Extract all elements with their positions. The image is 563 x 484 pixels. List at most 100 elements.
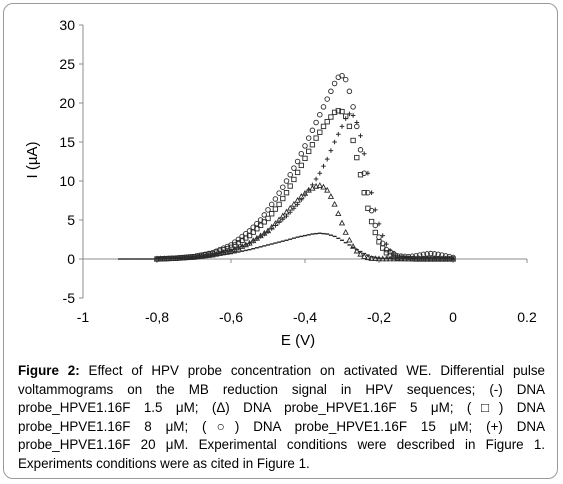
data-point bbox=[424, 251, 430, 257]
data-point bbox=[239, 244, 245, 249]
data-point bbox=[247, 241, 252, 246]
data-point bbox=[284, 213, 289, 219]
data-point bbox=[368, 255, 375, 261]
data-point bbox=[357, 250, 364, 257]
data-point bbox=[350, 113, 356, 118]
data-point bbox=[254, 220, 260, 227]
data-point bbox=[317, 170, 323, 176]
data-point bbox=[324, 119, 330, 125]
data-point bbox=[213, 252, 219, 257]
data-point bbox=[346, 88, 353, 95]
data-point bbox=[291, 176, 297, 183]
data-point bbox=[354, 154, 360, 161]
data-point bbox=[361, 253, 368, 259]
data-point bbox=[342, 76, 349, 83]
data-point bbox=[398, 254, 404, 259]
data-point bbox=[258, 234, 263, 239]
data-point bbox=[316, 182, 323, 188]
data-point bbox=[317, 129, 323, 135]
data-point bbox=[342, 228, 349, 235]
data-point bbox=[375, 255, 383, 262]
data-point bbox=[327, 193, 335, 199]
data-point bbox=[372, 222, 379, 229]
series-circle bbox=[154, 72, 456, 262]
data-point bbox=[376, 221, 382, 227]
data-point bbox=[320, 104, 327, 110]
data-point bbox=[257, 217, 264, 223]
data-point bbox=[335, 210, 342, 217]
data-point bbox=[268, 201, 275, 208]
data-point bbox=[358, 133, 363, 139]
data-point bbox=[232, 247, 237, 252]
data-point bbox=[291, 165, 297, 171]
data-point bbox=[365, 170, 371, 176]
data-point bbox=[372, 255, 379, 262]
data-point bbox=[328, 88, 334, 95]
data-point bbox=[283, 178, 290, 184]
data-point bbox=[320, 183, 327, 190]
data-point bbox=[450, 256, 456, 262]
data-point bbox=[395, 253, 400, 259]
data-point bbox=[350, 104, 356, 110]
data-point bbox=[324, 96, 330, 102]
data-point bbox=[272, 196, 279, 202]
y-tick-label: 5 bbox=[67, 212, 75, 228]
caption-label: Figure 2: bbox=[18, 363, 80, 378]
data-point bbox=[364, 254, 372, 261]
y-tick-label: -5 bbox=[63, 290, 76, 306]
data-point bbox=[235, 236, 242, 243]
data-point bbox=[243, 242, 249, 248]
data-point bbox=[287, 172, 293, 178]
data-point bbox=[276, 201, 282, 208]
data-point bbox=[406, 255, 411, 261]
data-point bbox=[349, 242, 357, 249]
data-point bbox=[391, 250, 397, 256]
caption-text: Effect of HPV probe concentration on act… bbox=[18, 363, 545, 471]
data-point bbox=[236, 245, 241, 251]
data-point bbox=[368, 207, 375, 214]
data-point bbox=[324, 186, 331, 193]
data-point bbox=[231, 239, 238, 245]
axes bbox=[79, 24, 528, 299]
data-point bbox=[265, 215, 271, 222]
x-tick-label: -0,8 bbox=[145, 309, 169, 325]
series-square bbox=[154, 108, 456, 262]
data-markers bbox=[118, 72, 457, 262]
data-point bbox=[335, 108, 341, 114]
data-point bbox=[361, 151, 367, 156]
data-point bbox=[269, 226, 274, 231]
data-point bbox=[338, 219, 346, 226]
y-tick-label: 25 bbox=[59, 56, 75, 72]
data-point bbox=[298, 150, 305, 157]
y-tick-label: 20 bbox=[59, 95, 75, 111]
data-point bbox=[313, 176, 319, 182]
data-point bbox=[283, 190, 290, 196]
data-point bbox=[306, 148, 312, 155]
data-point bbox=[287, 183, 293, 189]
data-point bbox=[343, 116, 348, 121]
data-point bbox=[387, 248, 393, 253]
data-point bbox=[280, 195, 286, 202]
data-point bbox=[346, 123, 353, 130]
data-point bbox=[312, 182, 320, 189]
data-point bbox=[339, 108, 345, 115]
data-point bbox=[328, 148, 334, 153]
data-point bbox=[373, 207, 378, 213]
data-point bbox=[380, 233, 385, 238]
data-point bbox=[384, 241, 389, 247]
data-point bbox=[265, 207, 271, 213]
data-point bbox=[272, 206, 279, 212]
data-point bbox=[331, 80, 338, 87]
data-point bbox=[379, 240, 386, 247]
data-point bbox=[331, 200, 338, 207]
y-tick-label: 0 bbox=[67, 251, 75, 267]
series-plus bbox=[154, 111, 456, 262]
data-point bbox=[365, 205, 371, 211]
data-point bbox=[239, 233, 245, 240]
data-point bbox=[346, 236, 353, 243]
data-point bbox=[428, 250, 434, 257]
data-point bbox=[402, 254, 408, 260]
data-point bbox=[310, 182, 315, 188]
data-point bbox=[221, 250, 226, 256]
